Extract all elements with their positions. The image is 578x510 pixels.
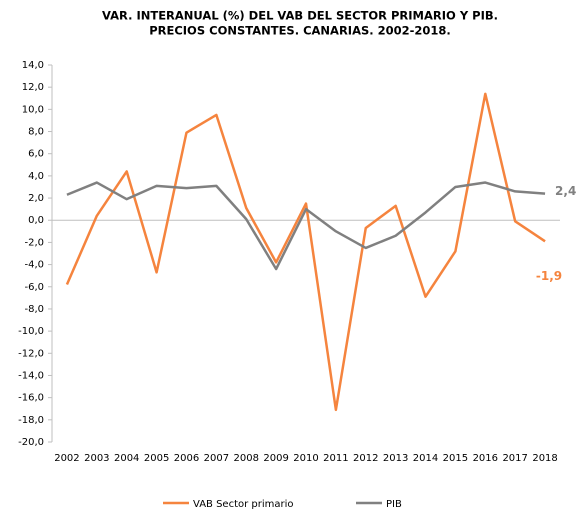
y-tick-label: 10,0 xyxy=(22,104,44,115)
x-tick-label: 2010 xyxy=(293,453,318,464)
legend-label: VAB Sector primario xyxy=(193,499,294,510)
y-tick-label: -2,0 xyxy=(24,237,44,248)
x-tick-label: 2018 xyxy=(532,453,557,464)
x-tick-label: 2006 xyxy=(174,453,199,464)
y-tick-label: -18,0 xyxy=(18,415,44,426)
data-label: 2,4 xyxy=(555,184,576,198)
chart-title: VAR. INTERANUAL (%) DEL VAB DEL SECTOR P… xyxy=(102,9,498,23)
y-tick-label: 0,0 xyxy=(28,215,44,226)
x-tick-label: 2003 xyxy=(84,453,109,464)
y-tick-label: -20,0 xyxy=(18,437,44,448)
y-tick-label: -16,0 xyxy=(18,393,44,404)
x-tick-label: 2014 xyxy=(413,453,438,464)
x-tick-label: 2011 xyxy=(323,453,348,464)
x-tick-label: 2008 xyxy=(234,453,259,464)
y-tick-label: -8,0 xyxy=(24,304,44,315)
y-tick-label: -6,0 xyxy=(24,282,44,293)
y-tick-label: -4,0 xyxy=(24,260,44,271)
y-tick-label: -14,0 xyxy=(18,370,44,381)
y-tick-label: 14,0 xyxy=(22,60,44,71)
series-line xyxy=(65,92,546,412)
series-line xyxy=(66,181,546,271)
x-tick-label: 2004 xyxy=(114,453,139,464)
data-label: -1,9 xyxy=(536,269,562,283)
x-tick-label: 2005 xyxy=(144,453,169,464)
x-tick-label: 2016 xyxy=(473,453,498,464)
x-tick-label: 2002 xyxy=(54,453,79,464)
chart-title: PRECIOS CONSTANTES. CANARIAS. 2002-2018. xyxy=(149,24,451,38)
y-tick-label: -10,0 xyxy=(18,326,44,337)
x-tick-label: 2007 xyxy=(204,453,229,464)
y-tick-label: 4,0 xyxy=(28,171,44,182)
legend-label: PIB xyxy=(386,499,402,510)
x-tick-label: 2009 xyxy=(263,453,288,464)
y-tick-label: -12,0 xyxy=(18,348,44,359)
x-tick-label: 2017 xyxy=(502,453,527,464)
y-tick-label: 2,0 xyxy=(28,193,44,204)
y-tick-label: 8,0 xyxy=(28,127,44,138)
y-tick-label: 6,0 xyxy=(28,149,44,160)
y-tick-label: 12,0 xyxy=(22,82,44,93)
x-tick-label: 2013 xyxy=(383,453,408,464)
x-tick-label: 2012 xyxy=(353,453,378,464)
x-tick-label: 2015 xyxy=(443,453,468,464)
